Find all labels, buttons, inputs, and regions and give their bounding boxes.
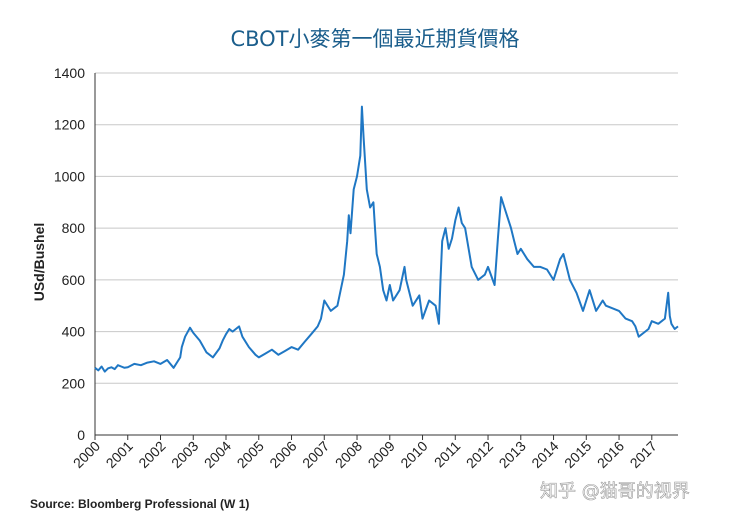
y-axis-label: USd/Bushel bbox=[31, 223, 47, 302]
chart-title: CBOT小麥第一個最近期貨價格 bbox=[230, 27, 519, 51]
x-tick-label: 2014 bbox=[528, 438, 561, 471]
x-tick-label: 2016 bbox=[594, 438, 627, 471]
x-tick-label: 2004 bbox=[201, 438, 234, 471]
x-tick-label: 2003 bbox=[168, 438, 201, 471]
y-axis-ticks: 0 200 400 600 800 1000 1200 1400 bbox=[54, 65, 85, 443]
y-tick-label: 200 bbox=[62, 375, 86, 391]
x-tick-label: 2009 bbox=[365, 438, 398, 471]
x-tick-label: 2005 bbox=[234, 438, 267, 471]
x-tick-label: 2007 bbox=[299, 438, 332, 471]
x-tick-label: 2015 bbox=[561, 438, 594, 471]
y-tick-label: 800 bbox=[62, 220, 86, 236]
x-tick-label: 2017 bbox=[627, 438, 660, 471]
y-tick-label: 1200 bbox=[54, 117, 85, 133]
x-tick-label: 2006 bbox=[266, 438, 299, 471]
x-tick-label: 2010 bbox=[397, 438, 430, 471]
source-note: Source: Bloomberg Professional (W 1) bbox=[30, 497, 249, 511]
gridlines bbox=[95, 72, 678, 384]
x-tick-label: 2001 bbox=[103, 438, 136, 471]
price-series-line bbox=[94, 105, 679, 373]
x-tick-label: 2008 bbox=[332, 438, 365, 471]
y-tick-label: 0 bbox=[77, 427, 85, 443]
y-tick-label: 400 bbox=[62, 324, 86, 340]
x-tick-label: 2011 bbox=[431, 438, 464, 471]
y-tick-label: 600 bbox=[62, 272, 86, 288]
x-tick-label: 2013 bbox=[496, 438, 529, 471]
y-tick-label: 1000 bbox=[54, 168, 85, 184]
y-tick-label: 1400 bbox=[54, 65, 85, 81]
watermark-text: 知乎 @猫哥的视界 bbox=[540, 481, 690, 502]
x-tick-label: 2002 bbox=[135, 438, 168, 471]
x-tick-label: 2000 bbox=[70, 438, 103, 471]
x-axis-ticks: 2000 2001 2002 2003 2004 2005 2006 2007 2008 2009… bbox=[70, 435, 660, 471]
x-tick-label: 2012 bbox=[463, 438, 496, 471]
